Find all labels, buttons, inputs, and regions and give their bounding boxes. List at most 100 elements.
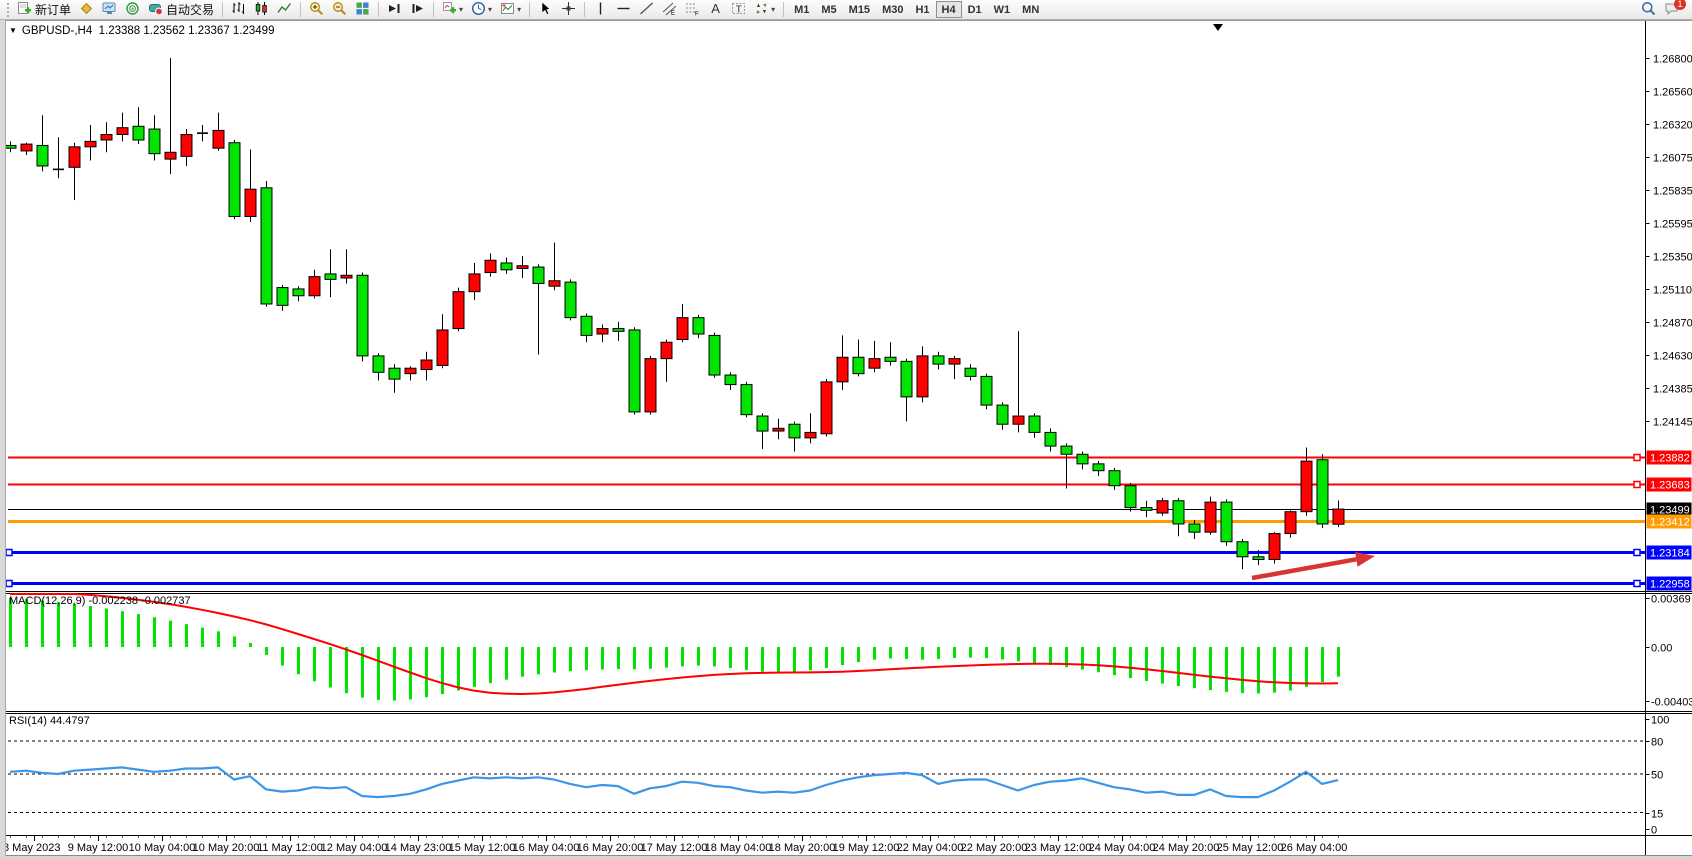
svg-text:24 May 20:00: 24 May 20:00	[1153, 842, 1220, 854]
gold-icon	[79, 1, 94, 19]
templates-button[interactable]: ▾	[496, 1, 525, 19]
svg-text:26 May 04:00: 26 May 04:00	[1281, 842, 1348, 854]
textA-icon: A	[708, 1, 723, 19]
svg-text:-0.004038: -0.004038	[1651, 697, 1692, 709]
svg-text:80: 80	[1651, 737, 1663, 749]
autotrading-button[interactable]: 自动交易	[144, 1, 218, 19]
template-icon	[500, 1, 515, 19]
timeframe-m5-button[interactable]: M5	[821, 3, 837, 16]
chevron-down-icon: ▾	[771, 5, 776, 14]
svg-text:10 May 04:00: 10 May 04:00	[129, 842, 196, 854]
horizontal-line-1.22958[interactable]: 1.22958	[5, 576, 1692, 591]
chevron-down-icon: ▾	[459, 5, 464, 14]
svg-text:F: F	[695, 11, 699, 16]
fibonacci-button[interactable]: F	[681, 1, 704, 19]
channel-button[interactable]: E	[658, 1, 681, 19]
svg-text:23 May 12:00: 23 May 12:00	[1025, 842, 1092, 854]
trendline-button[interactable]	[635, 1, 658, 19]
svg-text:1.25350: 1.25350	[1653, 252, 1692, 264]
toolbar-separator	[300, 2, 302, 17]
svg-text:A: A	[711, 1, 720, 16]
svg-text:19 May 12:00: 19 May 12:00	[833, 842, 900, 854]
zoomin-icon	[309, 1, 324, 19]
arrows-icon	[754, 1, 769, 19]
cursor-button[interactable]	[534, 0, 557, 19]
horizontal-line-1.23882[interactable]: 1.23882	[8, 450, 1692, 465]
horizontal-line-1.23412[interactable]: 1.23412	[8, 514, 1692, 529]
horizontal-line-1.23184[interactable]: 1.23184	[5, 545, 1692, 560]
svg-text:15: 15	[1651, 809, 1663, 821]
trend-arrow[interactable]	[1251, 552, 1375, 581]
chart-ohlc-values: 1.23388 1.23562 1.23367 1.23499	[98, 25, 275, 37]
search-button[interactable]	[1637, 1, 1660, 19]
candlestick-chart-button[interactable]	[250, 1, 273, 19]
labelT-icon: T	[731, 1, 746, 19]
timeframe-h1-button[interactable]: H1	[915, 3, 930, 16]
timeframe-m15-button[interactable]: M15	[848, 3, 871, 16]
toolbar-separator	[433, 2, 435, 17]
crosshair-button[interactable]	[557, 1, 580, 19]
svg-text:18 May 04:00: 18 May 04:00	[705, 842, 772, 854]
svg-text:1.23683: 1.23683	[1650, 480, 1690, 492]
chart-shift-marker[interactable]	[1213, 24, 1223, 31]
svg-text:25 May 12:00: 25 May 12:00	[1217, 842, 1284, 854]
bar-chart-button[interactable]	[227, 1, 250, 19]
svg-text:1.23184: 1.23184	[1650, 548, 1690, 560]
zoom-out-button[interactable]	[328, 1, 351, 19]
svg-text:1.23499: 1.23499	[1650, 505, 1690, 517]
svg-text:1.25110: 1.25110	[1653, 285, 1692, 297]
svg-text:16 May 04:00: 16 May 04:00	[513, 842, 580, 854]
notifications-button[interactable]: 1	[1660, 0, 1686, 19]
rsi-line	[9, 766, 1339, 799]
svg-text:11 May 12:00: 11 May 12:00	[257, 842, 323, 854]
svg-text:1.22958: 1.22958	[1650, 579, 1690, 591]
charts-window-button[interactable]	[98, 1, 121, 19]
timeframe-m30-button[interactable]: M30	[882, 3, 904, 16]
hline-button[interactable]	[612, 1, 635, 19]
line-chart-button[interactable]	[273, 1, 296, 19]
timeframe-d1-button[interactable]: D1	[967, 3, 982, 16]
svg-text:1.24385: 1.24385	[1653, 384, 1692, 396]
horizontal-line-1.23499[interactable]: 1.23499	[8, 502, 1692, 517]
vline-button[interactable]	[589, 1, 612, 19]
chart-shift-button[interactable]	[406, 1, 429, 19]
svg-text:17 May 12:00: 17 May 12:00	[641, 842, 708, 854]
tile-windows-button[interactable]	[351, 1, 374, 19]
timeframe-mn-button[interactable]: MN	[1022, 3, 1040, 16]
macd-indicator-label: MACD(12,26,9) -0.002238 -0.002737	[9, 595, 191, 607]
tile-icon	[355, 1, 370, 19]
profile-button[interactable]	[75, 1, 98, 19]
price-axis[interactable]: 1.26800 1.26560 1.26320 1.26075 1.25835 1.255…	[1645, 54, 1692, 837]
arrows-button[interactable]: ▾	[750, 1, 779, 19]
price-label-1.23184	[1646, 545, 1692, 560]
svg-text:8 May 2023: 8 May 2023	[3, 842, 60, 854]
svg-text:1.26075: 1.26075	[1653, 153, 1692, 165]
label-button[interactable]: T	[727, 1, 750, 19]
svg-text:T: T	[736, 4, 742, 15]
timeframe-h4-button[interactable]: H4	[935, 1, 962, 18]
zoom-in-button[interactable]	[305, 1, 328, 19]
svg-text:14 May 23:00: 14 May 23:00	[385, 842, 452, 854]
svg-text:50: 50	[1651, 770, 1663, 782]
chart-menu-icon[interactable]: ▼	[9, 26, 17, 35]
svg-text:10 May 20:00: 10 May 20:00	[193, 842, 260, 854]
svg-text:22 May 20:00: 22 May 20:00	[961, 842, 1028, 854]
svg-text:1.23882: 1.23882	[1650, 453, 1690, 465]
signals-button[interactable]	[121, 1, 144, 19]
horizontal-line-1.23683[interactable]: 1.23683	[8, 477, 1692, 492]
toolbar-separator	[222, 2, 224, 17]
text-button[interactable]: A	[704, 1, 727, 19]
neworder-icon	[17, 1, 32, 19]
timeframe-m1-button[interactable]: M1	[794, 3, 810, 16]
window-bottom-border	[0, 856, 1692, 859]
indicators-button[interactable]: ▾	[438, 1, 467, 19]
new-order-button[interactable]: 新订单	[13, 1, 75, 19]
periods-button[interactable]: ▾	[467, 1, 496, 19]
chart-symbol-period: GBPUSD-,H4	[21, 25, 93, 37]
zoomout-icon	[332, 1, 347, 19]
fibo-icon: F	[685, 1, 700, 19]
auto-scroll-button[interactable]	[383, 1, 406, 19]
timeframe-w1-button[interactable]: W1	[993, 3, 1011, 16]
